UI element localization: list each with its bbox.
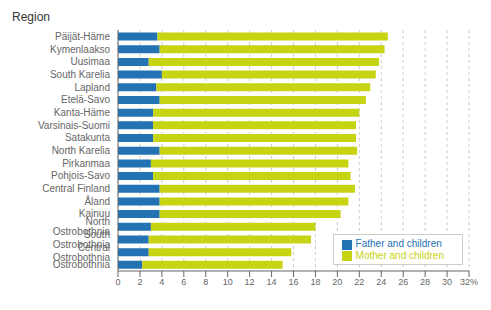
svg-text:North Karelia: North Karelia [52,145,111,156]
svg-text:Åland: Åland [84,195,110,207]
svg-text:16: 16 [288,277,298,287]
svg-text:12: 12 [245,277,255,287]
svg-text:Ostrobothnia: Ostrobothnia [53,259,111,270]
svg-text:2: 2 [137,277,142,287]
svg-text:Uusimaa: Uusimaa [71,56,111,67]
svg-text:Varsinais-Suomi: Varsinais-Suomi [38,120,110,131]
svg-text:Central Finland: Central Finland [42,183,110,194]
svg-text:22: 22 [354,277,364,287]
svg-text:Pirkanmaa: Pirkanmaa [62,158,110,169]
svg-text:28: 28 [420,277,430,287]
svg-text:8: 8 [203,277,208,287]
svg-text:26: 26 [398,277,408,287]
svg-text:32%: 32% [460,277,478,287]
svg-text:Satakunta: Satakunta [65,132,110,143]
svg-text:10: 10 [223,277,233,287]
svg-text:Etelä-Savo: Etelä-Savo [61,94,110,105]
svg-text:Kanta-Häme: Kanta-Häme [54,107,111,118]
svg-text:24: 24 [376,277,386,287]
svg-text:4: 4 [159,277,164,287]
svg-text:20: 20 [332,277,342,287]
svg-text:South Karelia: South Karelia [50,69,110,80]
svg-text:0: 0 [115,277,120,287]
svg-text:18: 18 [310,277,320,287]
svg-text:Pohjois-Savo: Pohjois-Savo [51,170,110,181]
svg-text:6: 6 [181,277,186,287]
svg-text:Lapland: Lapland [74,82,110,93]
svg-text:30: 30 [442,277,452,287]
svg-text:Päijät-Häme: Päijät-Häme [55,31,110,42]
svg-text:Kymenlaakso: Kymenlaakso [50,44,110,55]
svg-text:14: 14 [267,277,277,287]
